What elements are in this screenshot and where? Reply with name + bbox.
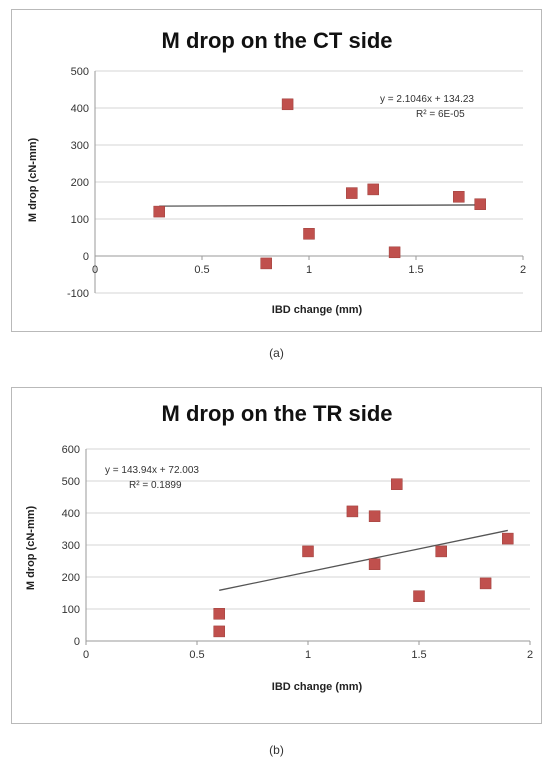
data-point (213, 625, 225, 638)
y-tick-label: 500 (62, 476, 80, 488)
x-axis-label: IBD change (mm) (272, 304, 363, 316)
trendline (219, 529, 508, 591)
y-tick-label: 0 (83, 251, 89, 263)
y-axis-label: M drop (cN-mm) (25, 506, 37, 591)
trendline (159, 204, 481, 207)
y-tick-label: -100 (67, 288, 89, 300)
data-point (388, 246, 401, 259)
data-point (346, 505, 359, 518)
chart-title: M drop on the TR side (162, 401, 393, 426)
x-tick-label: 2 (527, 649, 533, 661)
data-point (435, 545, 447, 558)
data-point (367, 183, 379, 196)
y-tick-label: 400 (62, 508, 80, 520)
y-tick-label: 400 (71, 103, 89, 115)
y-axis-label: M drop (cN-mm) (27, 138, 39, 223)
data-point (281, 98, 294, 111)
data-point (368, 558, 381, 570)
chart-panel-ct: M drop on the CT side -100 0 100 200 300 400 5… (11, 9, 542, 332)
x-tick-label: 1 (306, 264, 312, 276)
data-point (391, 478, 403, 490)
chart-ct-svg: M drop on the CT side -10001002003004005… (27, 28, 526, 316)
x-tick-label: 0.5 (189, 649, 204, 661)
x-tick-label: 0 (83, 649, 89, 661)
caption-b: (b) (269, 743, 284, 757)
y-tick-label: 200 (62, 572, 80, 584)
chart-title: M drop on the CT side (162, 28, 393, 53)
data-point (479, 577, 492, 590)
data-point (413, 590, 425, 602)
data-point (213, 608, 225, 620)
y-tick-label: 300 (71, 140, 89, 152)
chart-panel-tr: M drop on the TR side 0 100 200 300 400 500 60… (11, 387, 542, 724)
chart-tr-svg: M drop on the TR side 0 100 200 300 400 500 60… (25, 401, 533, 693)
r-squared: R² = 6E-05 (416, 109, 465, 120)
data-point (346, 187, 358, 199)
caption-a: (a) (269, 346, 284, 360)
data-point (368, 510, 381, 522)
y-tick-label: 0 (74, 636, 80, 648)
x-tick-label: 0 (92, 264, 98, 276)
r-squared: R² = 0.1899 (129, 480, 182, 491)
x-axis-label: IBD change (mm) (272, 681, 363, 693)
data-point (474, 198, 486, 210)
y-tick-label: 200 (71, 177, 89, 189)
y-tick-label: 600 (62, 444, 80, 456)
x-tick-label: 0.5 (194, 264, 209, 276)
data-point (303, 228, 315, 240)
data-point (302, 545, 314, 558)
x-tick-label: 2 (520, 264, 526, 276)
y-tick-label: 100 (71, 214, 89, 226)
data-point (502, 532, 514, 545)
y-tick-label: 300 (62, 540, 80, 552)
data-point (260, 257, 272, 270)
y-tick-label: 500 (71, 66, 89, 78)
trend-equation: y = 143.94x + 72.003 (105, 465, 199, 476)
x-tick-label: 1 (305, 649, 311, 661)
y-tick-label: 100 (62, 604, 80, 616)
data-point (153, 205, 165, 218)
data-point (453, 191, 465, 203)
x-tick-label: 1.5 (408, 264, 423, 276)
x-tick-label: 1.5 (411, 649, 426, 661)
trend-equation: y = 2.1046x + 134.23 (380, 94, 474, 105)
